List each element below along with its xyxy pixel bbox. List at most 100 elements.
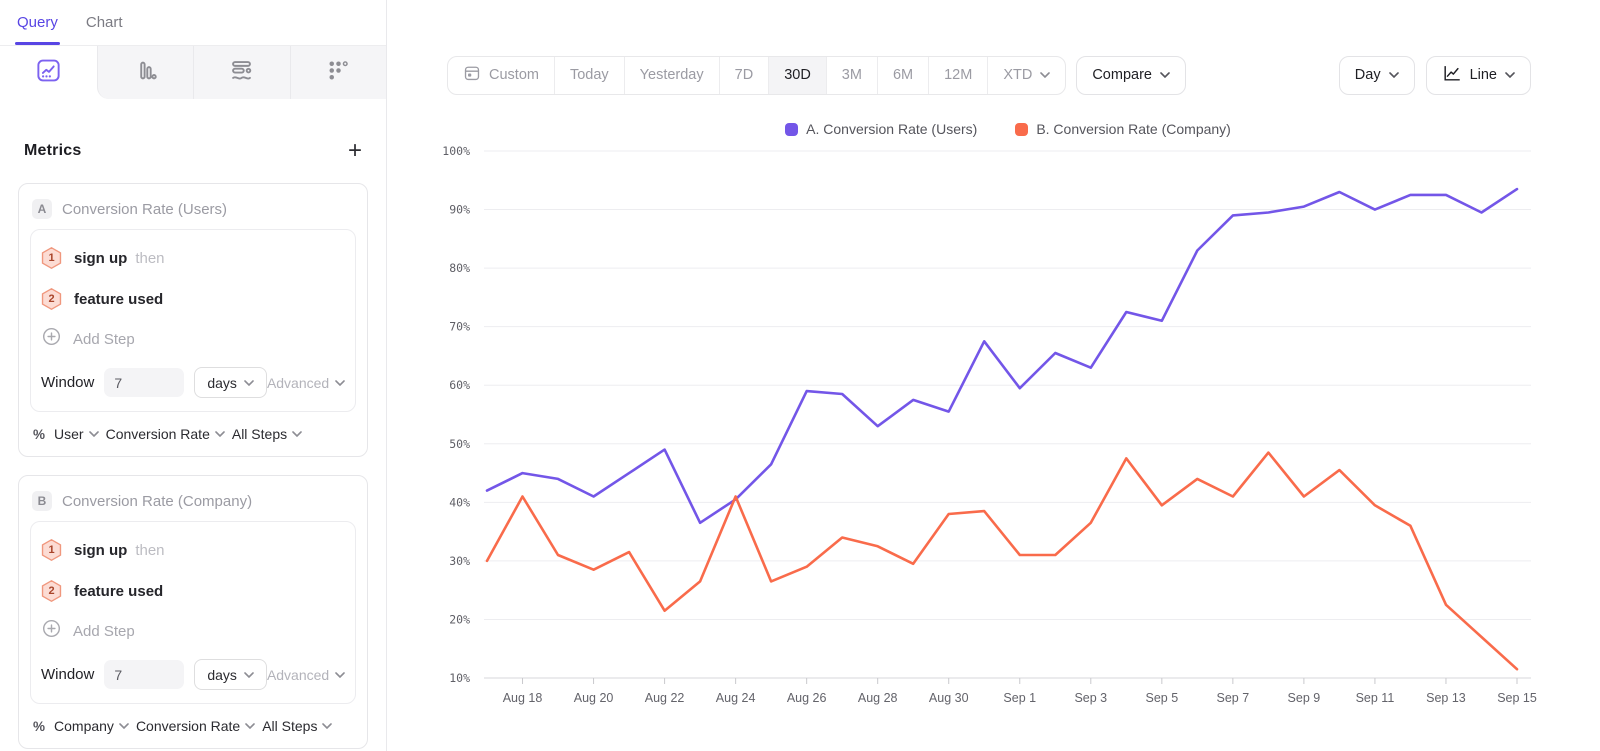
line-chart[interactable]: 100% 90% 80% 70% 60% 50% 40% 30% 20% 10% Aug 18 Aug…	[440, 140, 1555, 720]
svg-text:Aug 30: Aug 30	[929, 691, 969, 705]
chevron-down-icon	[1160, 72, 1170, 78]
step-suffix: then	[135, 541, 165, 559]
tab-bar-chart-type[interactable]	[96, 46, 193, 99]
window-unit-dropdown[interactable]: days	[194, 367, 267, 398]
compare-button[interactable]: Compare	[1076, 55, 1186, 95]
add-metric-button[interactable]: +	[347, 137, 362, 164]
tab-chart[interactable]: Chart	[85, 14, 123, 31]
svg-text:Sep 15: Sep 15	[1497, 691, 1537, 705]
steps-scope-dropdown[interactable]: All Steps	[232, 426, 302, 442]
metrics-title: Metrics	[24, 142, 82, 159]
chevron-down-icon	[215, 431, 225, 437]
chevron-down-icon	[292, 431, 302, 437]
range-6m[interactable]: 6M	[876, 56, 928, 94]
window-label: Window	[41, 374, 95, 391]
range-today[interactable]: Today	[553, 56, 624, 94]
chevron-down-icon	[245, 723, 256, 729]
metric-title: Conversion Rate (Company)	[62, 492, 253, 510]
step-row-2[interactable]: 2 feature used	[41, 283, 345, 324]
add-step-button[interactable]: Add Step	[41, 616, 345, 659]
chart-type-dropdown[interactable]: Line	[1425, 55, 1531, 95]
svg-text:40%: 40%	[449, 495, 470, 509]
svg-text:Aug 26: Aug 26	[787, 691, 827, 705]
percent-icon: %	[33, 426, 46, 442]
svg-text:Sep 9: Sep 9	[1288, 691, 1321, 705]
window-label: Window	[41, 666, 95, 683]
advanced-toggle[interactable]: Advanced	[267, 375, 347, 391]
svg-text:Sep 7: Sep 7	[1217, 691, 1250, 705]
svg-text:60%: 60%	[449, 378, 470, 392]
range-xtd-dropdown[interactable]: XTD	[987, 56, 1065, 94]
tab-line-chart-type[interactable]	[0, 46, 97, 99]
svg-text:Sep 5: Sep 5	[1145, 691, 1178, 705]
legend-item-a[interactable]: A. Conversion Rate (Users)	[785, 121, 977, 137]
chevron-down-icon	[244, 379, 254, 386]
chart-type-tabs	[0, 46, 386, 99]
chevron-down-icon	[1040, 72, 1051, 78]
chart-legend: A. Conversion Rate (Users) B. Conversion…	[485, 121, 1531, 137]
window-value-input[interactable]	[104, 660, 185, 689]
chevron-down-icon	[119, 723, 129, 729]
window-value-input[interactable]	[104, 368, 185, 397]
metric-card-a: A Conversion Rate (Users) 1 sign up then…	[18, 183, 368, 457]
range-custom[interactable]: Custom	[448, 57, 554, 94]
funnel-icon	[228, 57, 255, 89]
entity-dropdown[interactable]: Company	[54, 718, 129, 734]
range-3m[interactable]: 3M	[825, 56, 877, 94]
retention-grid-icon	[325, 57, 352, 89]
step-number-badge: 1	[41, 539, 62, 561]
chart-panel: Custom Today Yesterday 7D 30D 3M 6M 12M …	[388, 0, 1600, 751]
metric-card-b-header[interactable]: B Conversion Rate (Company)	[30, 489, 356, 521]
svg-text:Sep 3: Sep 3	[1074, 691, 1107, 705]
granularity-dropdown[interactable]: Day	[1338, 55, 1415, 95]
tab-retention-chart-type[interactable]	[289, 46, 386, 99]
calendar-icon	[463, 64, 481, 86]
svg-text:Sep 11: Sep 11	[1356, 691, 1395, 705]
range-30d[interactable]: 30D	[768, 56, 826, 94]
tab-funnel-chart-type[interactable]	[193, 46, 290, 99]
line-chart-svg: 100% 90% 80% 70% 60% 50% 40% 30% 20% 10% Aug 18 Aug…	[442, 144, 1537, 705]
tab-query[interactable]: Query	[15, 0, 60, 45]
percent-icon: %	[33, 718, 46, 734]
metrics-header: Metrics +	[24, 139, 362, 163]
svg-text:Sep 1: Sep 1	[1003, 691, 1036, 705]
svg-text:10%: 10%	[449, 671, 470, 685]
range-yesterday[interactable]: Yesterday	[623, 56, 719, 94]
svg-text:100%: 100%	[442, 144, 470, 158]
entity-dropdown[interactable]: User	[54, 426, 99, 442]
metric-type-dropdown[interactable]: Conversion Rate	[106, 426, 225, 442]
measurement-row: % Company Conversion Rate All Steps	[30, 704, 356, 736]
chart-toolbar: Custom Today Yesterday 7D 30D 3M 6M 12M …	[447, 55, 1531, 95]
step-row-1[interactable]: 1 sign up then	[41, 242, 345, 283]
chevron-down-icon	[1505, 72, 1515, 78]
step-row-1[interactable]: 1 sign up then	[41, 534, 345, 575]
add-step-button[interactable]: Add Step	[41, 324, 345, 367]
advanced-toggle[interactable]: Advanced	[267, 667, 347, 683]
window-row: Window days Advanced	[41, 659, 347, 690]
svg-text:Sep 13: Sep 13	[1426, 691, 1466, 705]
window-row: Window days Advanced	[41, 367, 347, 398]
legend-item-b[interactable]: B. Conversion Rate (Company)	[1015, 121, 1231, 137]
metric-badge: B	[32, 491, 52, 511]
step-event-label: feature used	[74, 290, 164, 308]
step-event-label: sign up	[74, 541, 128, 559]
svg-text:Aug 22: Aug 22	[645, 691, 685, 705]
step-event-label: feature used	[74, 582, 164, 600]
chevron-down-icon	[88, 431, 99, 437]
sidebar-tab-bar: Query Chart	[0, 0, 386, 46]
chevron-down-icon	[335, 379, 346, 386]
step-number-badge: 2	[41, 580, 62, 602]
metric-type-dropdown[interactable]: Conversion Rate	[136, 718, 256, 734]
chevron-down-icon	[322, 723, 333, 729]
steps-scope-dropdown[interactable]: All Steps	[262, 718, 333, 734]
metric-card-a-header[interactable]: A Conversion Rate (Users)	[30, 197, 356, 229]
chevron-down-icon	[335, 671, 346, 678]
range-7d[interactable]: 7D	[718, 56, 769, 94]
legend-swatch-a	[785, 122, 799, 136]
bar-chart-icon	[132, 57, 159, 89]
step-row-2[interactable]: 2 feature used	[41, 575, 345, 616]
metric-card-b: B Conversion Rate (Company) 1 sign up th…	[18, 475, 368, 749]
range-12m[interactable]: 12M	[928, 56, 987, 94]
window-unit-dropdown[interactable]: days	[194, 659, 267, 690]
legend-swatch-b	[1015, 122, 1029, 136]
